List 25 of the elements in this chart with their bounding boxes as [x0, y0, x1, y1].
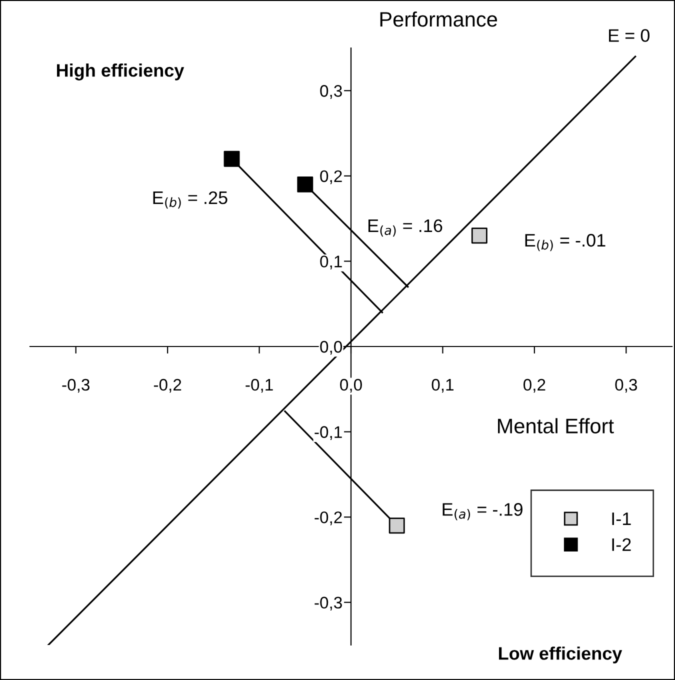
- x-tick-label: -0,1: [246, 378, 273, 393]
- x-tick-label: 0,0: [340, 378, 362, 393]
- text: Low efficiency: [499, 646, 622, 664]
- x-tick-label: -0,2: [154, 378, 182, 393]
- y-tick-label: 0,2: [320, 170, 342, 184]
- y-tick-label: 0,0: [320, 340, 342, 355]
- annotation: E$_{(b)}$ = -.01: [525, 234, 606, 252]
- x-tick-label: -0,3: [62, 378, 90, 393]
- y-tick-label: 0,3: [320, 85, 342, 99]
- legend-label: I-1: [612, 512, 631, 525]
- y-tick-label: -0,1: [314, 426, 342, 440]
- annotation: E$_{(a)}$ = .16: [368, 219, 442, 237]
- x-axis-title: Mental Effort: [498, 418, 614, 434]
- x-tick-label: 0,3: [615, 378, 637, 393]
- legend-label: I-2: [612, 538, 631, 551]
- x-tick-label: 0,1: [432, 378, 454, 393]
- annotation: High efficiency: [57, 64, 184, 80]
- y-tick-label: -0,3: [314, 596, 342, 611]
- x-tick-label: 0,2: [523, 378, 546, 393]
- y-axis-title: Performance: [380, 11, 498, 27]
- annotation: E$_{(a)}$ = -.19: [442, 503, 522, 520]
- y-tick-label: -0,2: [314, 511, 342, 526]
- annotation: E$_{(b)}$ = .25: [153, 191, 228, 209]
- y-tick-label: 0,1: [320, 256, 342, 270]
- annotation: E = 0: [609, 29, 650, 42]
